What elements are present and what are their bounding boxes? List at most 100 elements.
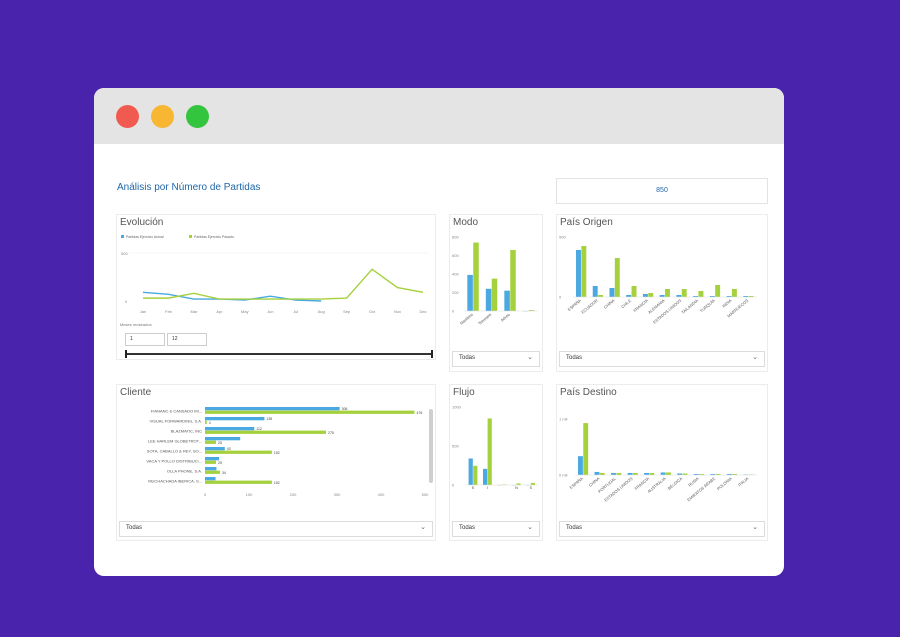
app-window: Análisis por Número de Partidas 850 Evol… [94, 88, 784, 576]
chevron-down-icon: ⌄ [527, 524, 533, 531]
y-tick-label: 1 mil [559, 417, 568, 422]
range-slider-start-handle[interactable] [125, 350, 127, 358]
bar-actual [726, 473, 732, 475]
bar-actual [677, 473, 683, 475]
bar-pasado [681, 289, 687, 297]
x-tick-label: Aéreo [499, 311, 511, 322]
cliente-scrollbar[interactable] [429, 409, 433, 483]
bar-actual [205, 417, 265, 421]
modo-chart: 800 600 400 200 0 Marítimo Terrestre Aéreo [452, 235, 538, 326]
bar-actual [726, 296, 732, 297]
flujo-title: Flujo [453, 387, 475, 398]
x-tick-label: 300 [334, 492, 341, 497]
bar-pasado [732, 473, 738, 475]
y-tick-label: 500 [121, 251, 128, 256]
x-tick-label: Apr [216, 309, 223, 314]
legend-label-actual: Partidas Ejercicio Actual [126, 235, 164, 239]
bar-pasado [205, 460, 216, 464]
chevron-down-icon: ⌄ [527, 354, 533, 361]
x-tick-label: Dec [419, 309, 426, 314]
bar-actual [659, 295, 665, 297]
range-to-input[interactable]: 12 [167, 333, 207, 346]
x-tick-label: BÉLGICA [667, 476, 684, 491]
bar-pasado [528, 310, 535, 311]
bar-actual [693, 473, 699, 475]
y-tick-label: 500 [559, 235, 566, 240]
x-tick-label: AUSTRALIA [646, 476, 666, 494]
page-title: Análisis por Número de Partidas [117, 182, 261, 193]
category-label: SOTA, CABALLO & REY, SO... [147, 449, 202, 454]
x-tick-label: Jul [293, 309, 298, 314]
bar-actual [482, 468, 488, 485]
y-tick-label: 500 [452, 444, 459, 449]
bar-actual [205, 427, 255, 431]
modo-dropdown[interactable]: Todas ⌄ [452, 351, 540, 367]
cliente-dropdown[interactable]: Todas ⌄ [119, 521, 433, 537]
y-tick-label: 800 [452, 235, 459, 240]
bar-pasado [748, 474, 754, 475]
category-label: BLAZMATIC, INC [171, 429, 202, 434]
bar-pasado [487, 418, 492, 485]
legend-label-pasado: Partidas Ejercicio Pasado [194, 235, 234, 239]
y-tick-label: 200 [452, 290, 459, 295]
x-tick-label: E [472, 485, 475, 490]
evolucion-title: Evolución [120, 217, 164, 228]
bar-actual [644, 472, 650, 475]
pais-origen-dropdown[interactable]: Todas ⌄ [559, 351, 765, 367]
bar-pasado [715, 285, 721, 297]
bar-pasado [581, 246, 587, 297]
pais-destino-panel: País Destino 1 mil 0 mil ESPAÑA CHINA PORTUG… [556, 384, 768, 541]
x-tick-label: 0 [204, 492, 207, 497]
bar-pasado [748, 296, 754, 297]
bar-pasado [205, 470, 220, 474]
bar-pasado [666, 472, 671, 475]
range-slider-track[interactable] [125, 353, 433, 355]
y-tick-label: 0 [452, 483, 455, 488]
range-label: Meses mostrados [120, 322, 152, 327]
x-tick-label: Mar [190, 309, 198, 314]
x-tick-label: Marítimo [459, 311, 475, 325]
minimize-button[interactable] [151, 105, 174, 128]
x-tick-label: CHINA [588, 476, 601, 488]
x-tick-label: 200 [290, 492, 297, 497]
bar-pasado [715, 473, 721, 475]
flujo-dropdown[interactable]: Todas ⌄ [452, 521, 540, 537]
category-label: LEE HARLEM GLOBETROT... [148, 439, 202, 444]
x-tick-label: Nov [394, 309, 401, 314]
x-tick-label: CHINA [603, 298, 616, 310]
pais-destino-dropdown[interactable]: Todas ⌄ [559, 521, 765, 537]
legend-swatch-pasado [189, 235, 192, 238]
y-tick-label: 0 mil [559, 473, 568, 478]
category-label: VACA Y POLLO DISTRIBUCI... [146, 459, 202, 464]
bar-pasado [510, 249, 516, 311]
y-tick-label: 400 [452, 272, 459, 277]
x-tick-label: TURQUÍA [699, 298, 716, 314]
data-label: 476 [416, 411, 422, 415]
modo-panel: Modo 800 600 400 200 0 Marítimo Terrestre Aéreo… [449, 214, 543, 372]
data-label: 275 [328, 431, 334, 435]
bar-actual [485, 288, 492, 311]
bar-actual [576, 250, 581, 297]
bar-actual [676, 295, 682, 297]
range-from-input[interactable]: 1 [125, 333, 165, 346]
bar-pasado [698, 291, 704, 297]
close-button[interactable] [116, 105, 139, 128]
range-slider-end-handle[interactable] [431, 350, 433, 358]
x-tick-label: I [487, 485, 488, 490]
y-tick-label: 0 [125, 299, 128, 304]
bar-actual [626, 295, 632, 297]
bar-actual [743, 474, 749, 475]
bar-actual [627, 472, 633, 475]
bar-pasado [502, 484, 507, 485]
bar-actual [709, 296, 715, 297]
y-tick-label: 600 [452, 253, 459, 258]
x-tick-label: Terrestre [477, 311, 493, 325]
maximize-button[interactable] [186, 105, 209, 128]
bar-pasado [648, 293, 654, 297]
chevron-down-icon: ⌄ [420, 524, 426, 531]
data-label: 112 [256, 427, 262, 431]
cliente-title: Cliente [120, 387, 152, 398]
x-tick-label: May [241, 309, 249, 314]
